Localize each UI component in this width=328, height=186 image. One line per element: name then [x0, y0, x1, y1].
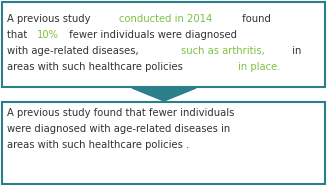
Text: areas with such healthcare policies .: areas with such healthcare policies .	[7, 140, 189, 150]
FancyBboxPatch shape	[2, 2, 325, 87]
Text: fewer individuals were diagnosed: fewer individuals were diagnosed	[66, 30, 236, 40]
Text: in place.: in place.	[238, 62, 280, 72]
Text: areas with such healthcare policies: areas with such healthcare policies	[7, 62, 186, 72]
FancyBboxPatch shape	[2, 102, 325, 184]
Text: that: that	[7, 30, 31, 40]
Text: in: in	[289, 46, 301, 56]
Text: were diagnosed with age-related diseases in: were diagnosed with age-related diseases…	[7, 124, 230, 134]
Text: conducted in 2014: conducted in 2014	[119, 14, 212, 24]
Text: A previous study found that fewer individuals: A previous study found that fewer indivi…	[7, 108, 235, 118]
Text: A previous study: A previous study	[7, 14, 93, 24]
Text: found: found	[239, 14, 271, 24]
Text: such as arthritis,: such as arthritis,	[181, 46, 265, 56]
Text: with age-related diseases,: with age-related diseases,	[7, 46, 142, 56]
Text: 10%: 10%	[37, 30, 59, 40]
Polygon shape	[132, 88, 196, 101]
